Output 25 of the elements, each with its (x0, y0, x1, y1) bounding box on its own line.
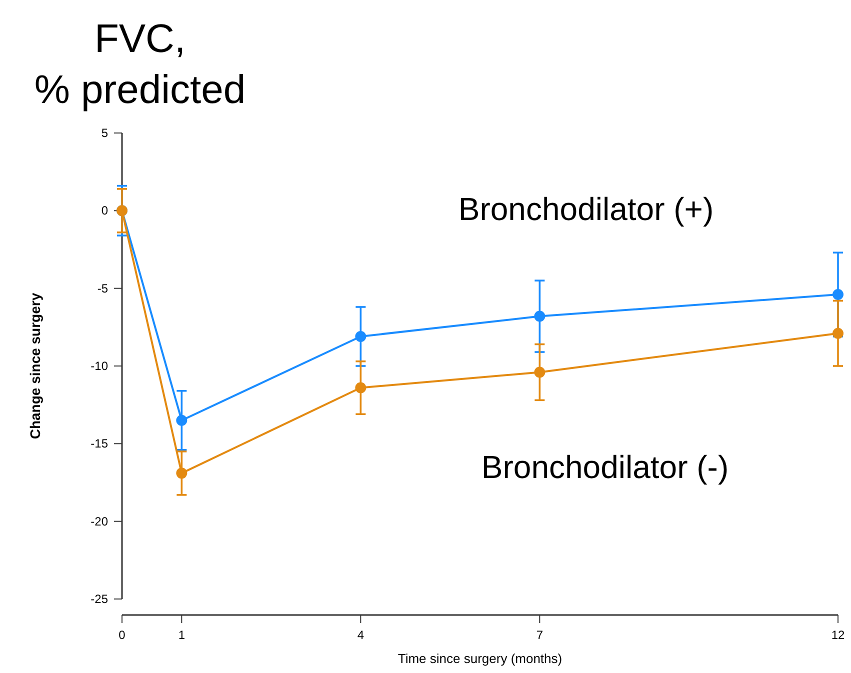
point (534, 366, 546, 378)
y-axis-title: Change since surgery (27, 292, 43, 440)
y-tick-label: -25 (90, 592, 108, 606)
y-tick-label: -10 (90, 359, 108, 373)
y-tick-label: 0 (101, 204, 108, 218)
y-tick-label: 5 (101, 126, 108, 140)
point (176, 414, 188, 426)
x-tick-label: 7 (536, 628, 544, 642)
x-tick-label: 0 (118, 628, 126, 642)
x-tick-label: 4 (357, 628, 364, 642)
x-axis-title: Time since surgery (months) (398, 651, 562, 666)
point (832, 328, 844, 339)
y-tick-label: -15 (90, 436, 108, 451)
point (355, 382, 366, 394)
chart-title: FVC, % predicted (34, 17, 246, 112)
y-tick-label: -20 (90, 514, 108, 528)
y-tick-label: -5 (97, 281, 108, 296)
x-tick-label: 12 (831, 628, 845, 642)
x-tick-label: 1 (178, 628, 186, 642)
point (832, 289, 844, 300)
point (176, 468, 188, 479)
point (355, 330, 366, 342)
text: Bronchodilator (-) (481, 449, 729, 485)
point (534, 310, 546, 322)
text: Bronchodilator (+) (458, 191, 714, 227)
